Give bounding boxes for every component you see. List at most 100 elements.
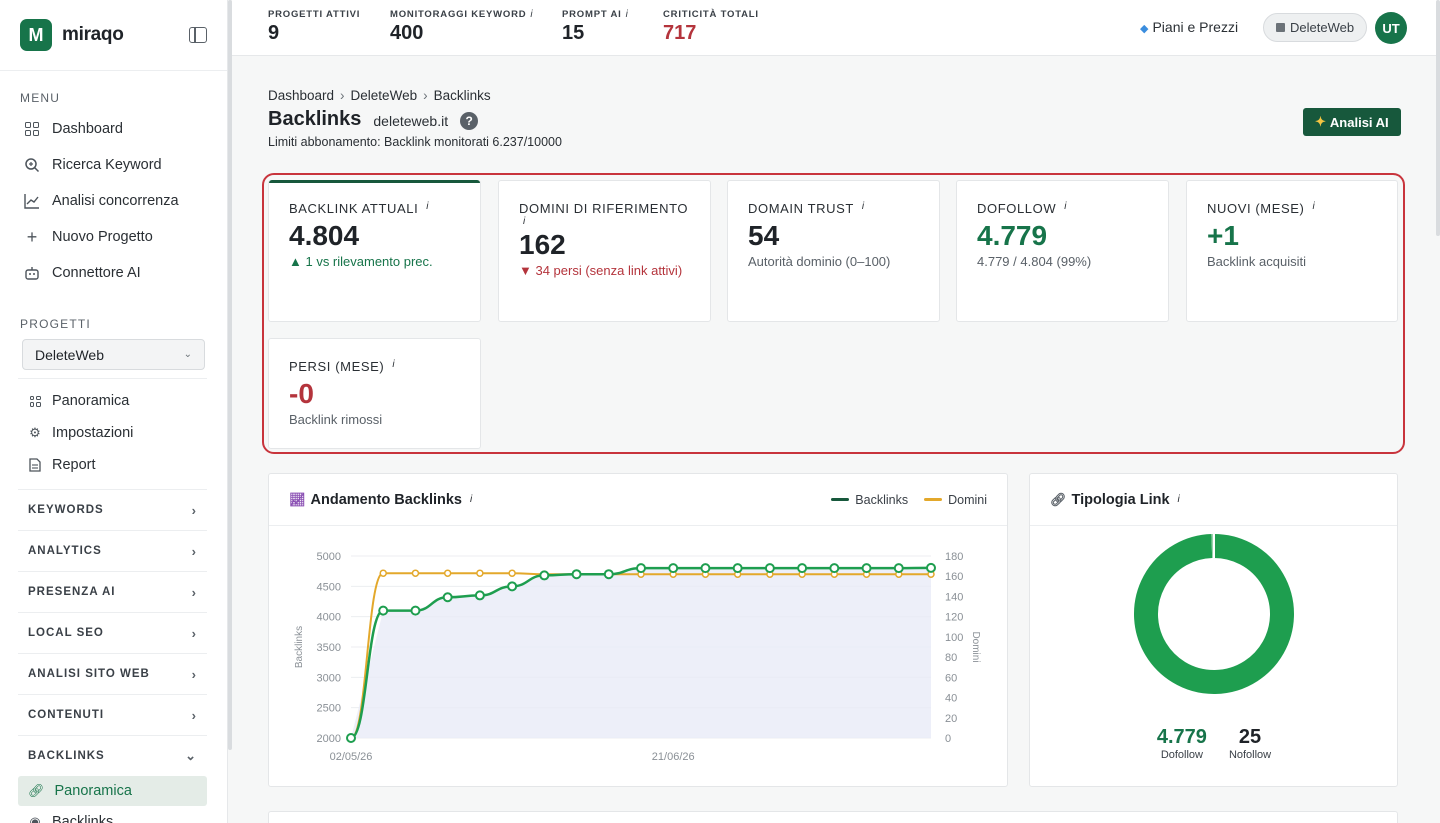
menu-item-ricerca-keyword[interactable]: Ricerca Keyword [0,147,227,183]
menu-item-connettore-ai[interactable]: Connettore AI [0,255,227,291]
point-backlinks [668,563,679,574]
kpi-value: +1 [1207,220,1239,251]
kpi-sub: ▼ 34 persi (senza link attivi) [519,263,683,278]
page-title: Backlinks [268,108,362,130]
info-icon[interactable]: i [1177,494,1180,505]
sidebar-scrollbar[interactable] [228,0,232,750]
group-label: BACKLINKS [28,750,105,762]
chevron-right-icon: › [191,666,197,682]
kpi-backlink-attuali: BACKLINK ATTUALI i 4.804 ▲ 1 vs rilevamen… [268,180,481,322]
legend-swatch [924,498,943,501]
y-axis-label: Backlinks [294,626,305,668]
stat-label: PROMPT AI [562,9,622,20]
project-select[interactable]: DeleteWeb ⌄ [22,339,205,370]
point-backlinks [346,733,356,743]
y-tick-label: 3500 [317,642,341,654]
y-tick-label: 2000 [317,733,341,745]
info-icon[interactable]: i [861,201,865,212]
menu-item-nuovo-progetto[interactable]: + Nuovo Progetto [0,219,227,255]
y2-tick-label: 120 [945,612,963,624]
kpi-dofollow: DOFOLLOW i 4.779 4.779 / 4.804 (99%) [956,180,1169,322]
backlinks-item-backlinks[interactable]: ◉ Backlinks [0,806,227,823]
y-tick-label: 2500 [317,703,341,715]
breadcrumb-item[interactable]: Dashboard [268,88,335,103]
stat-value: 717 [663,22,697,44]
ai-analysis-label: Analisi AI [1329,114,1389,130]
kpi-nuovi-mese: NUOVI (MESE) i +1 Backlink acquisiti [1186,180,1398,322]
y2-tick-label: 0 [945,733,951,745]
chevron-down-icon: ⌄ [183,349,192,360]
trend-panel: 📈︎ Andamento Backlinks i Backlinks Domin… [268,473,1008,787]
y2-tick-label: 140 [945,591,963,603]
info-icon[interactable]: i [523,216,526,227]
group-analytics[interactable]: ANALYTICS › [18,530,207,571]
y-tick-label: 3000 [317,672,341,684]
line-chart-icon [24,193,40,209]
donut-stat-label: Nofollow [1228,749,1272,761]
y2-tick-label: 100 [945,632,963,644]
kpi-sub: ▲ 1 vs rilevamento prec. [289,254,433,269]
backlinks-item-panoramica[interactable]: 🔗︎ Panoramica [18,776,207,806]
group-analisi-sito-web[interactable]: ANALISI SITO WEB › [18,653,207,694]
sidebar-toggle-icon[interactable] [189,27,207,43]
menu-section-label: MENU [20,91,61,105]
info-icon[interactable]: i [1064,201,1068,212]
info-icon[interactable]: i [392,359,396,370]
project-item-panoramica[interactable]: Panoramica [0,385,227,417]
link-icon: 🔗︎ [1050,491,1067,507]
avatar[interactable]: UT [1375,12,1407,44]
main-scrollbar[interactable] [1436,0,1440,236]
kpi-label: NUOVI (MESE) [1207,201,1305,216]
stat-label: MONITORAGGI KEYWORD [390,9,527,20]
y-tick-label: 4500 [317,581,341,593]
project-item-report[interactable]: Report [0,449,227,481]
logo-icon[interactable]: M [20,19,52,51]
plans-link[interactable]: ◆ Piani e Prezzi [1140,19,1238,35]
kpi-value: 162 [519,229,566,260]
legend-item-backlinks[interactable]: Backlinks [831,493,908,507]
menu-item-analisi-concorrenza[interactable]: Analisi concorrenza [0,183,227,219]
donut-slice-dofollow [1134,534,1294,694]
menu-item-label: Ricerca Keyword [52,157,162,173]
point-backlinks [732,563,743,574]
kpi-label: PERSI (MESE) [289,359,385,374]
stat-value: 9 [268,22,280,44]
brand-name: miraqo [62,24,124,45]
link-type-panel: 🔗︎ Tipologia Link i 4.779 Dofollow 25 No… [1029,473,1398,787]
legend-item-domini[interactable]: Domini [924,493,987,507]
group-backlinks[interactable]: BACKLINKS ⌄ [18,735,207,776]
point-backlinks [571,569,582,580]
point-backlinks [893,563,904,574]
point-backlinks [861,563,872,574]
x-tick-label: 21/06/26 [652,751,695,763]
menu-item-dashboard[interactable]: Dashboard [0,111,227,147]
stat-progetti-attivi: PROGETTI ATTIVI 9 [268,9,360,45]
info-icon[interactable]: i [470,494,473,505]
kpi-sub: Backlink acquisiti [1207,254,1306,269]
project-pill[interactable]: DeleteWeb [1263,13,1368,42]
kpi-domini-riferimento: DOMINI DI RIFERIMENTO i 162 ▼ 34 persi (s… [498,180,711,322]
menu-item-label: Connettore AI [52,265,141,281]
info-icon[interactable]: i [426,201,430,212]
y2-axis-label: Domini [970,631,981,662]
group-keywords[interactable]: KEYWORDS › [18,489,207,530]
chevron-right-icon: › [191,502,197,518]
info-icon[interactable]: i [625,9,629,20]
help-icon[interactable]: ? [460,111,479,130]
group-presenza-ai[interactable]: PRESENZA AI › [18,571,207,612]
ai-analysis-button[interactable]: ✦ Analisi AI [1303,108,1401,136]
point-backlinks [636,563,646,574]
group-contenuti[interactable]: CONTENUTI › [18,694,207,735]
brand: M miraqo [0,0,227,71]
project-item-impostazioni[interactable]: ⚙ Impostazioni [0,417,227,449]
breadcrumb-item[interactable]: DeleteWeb [350,88,418,103]
point-backlinks [797,563,808,574]
backlinks-area [351,567,931,738]
info-icon[interactable]: i [530,9,534,20]
stat-monitoraggi-keyword: MONITORAGGI KEYWORD i 400 [390,9,533,45]
info-icon[interactable]: i [1312,201,1316,212]
chevron-right-icon: › [191,625,197,641]
legend-swatch [831,498,850,501]
group-local-seo[interactable]: LOCAL SEO › [18,612,207,653]
legend-label: Domini [948,492,987,507]
